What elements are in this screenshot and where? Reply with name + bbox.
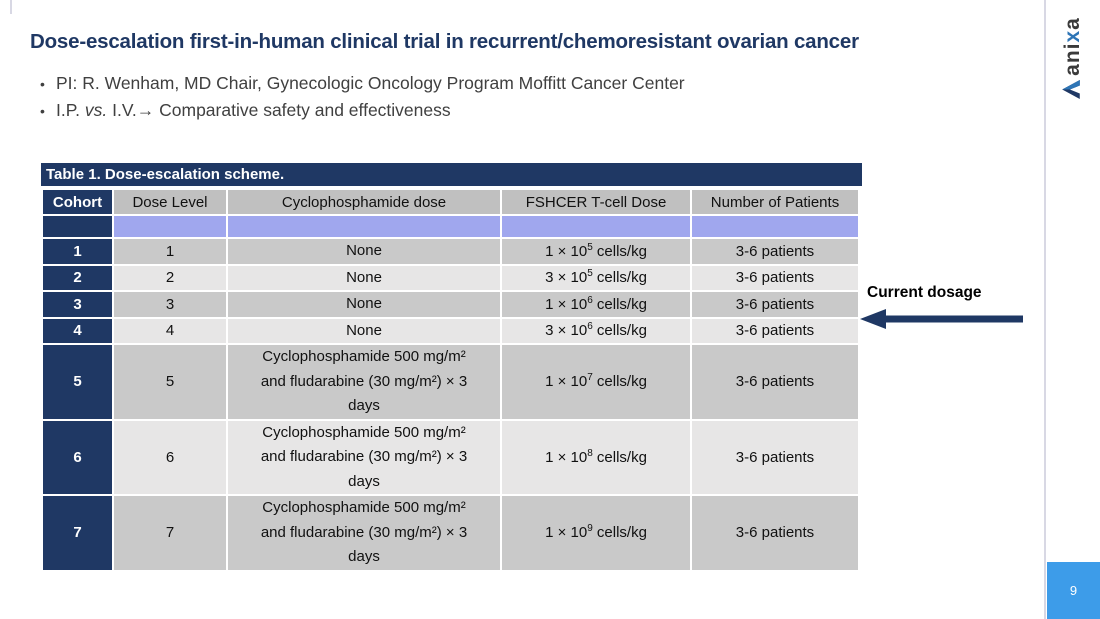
bullet-icon: • <box>40 103 45 119</box>
patients-cell: 3-6 patients <box>690 263 860 292</box>
cohort-cell: 1 <box>41 237 114 266</box>
dose-level-cell: 4 <box>112 316 228 345</box>
col-header-cyclophosphamide: Cyclophosphamide dose <box>226 188 502 216</box>
table-row: 5 5 Cyclophosphamide 500 mg/m² and fludar… <box>41 343 860 421</box>
vs-italic: vs. <box>84 100 108 120</box>
bullet-item-pi: • PI: R. Wenham, MD Chair, Gynecologic O… <box>40 73 940 94</box>
dose-level-cell: 6 <box>112 418 228 496</box>
cohort-cell: 4 <box>41 316 114 345</box>
cohort-cell: 6 <box>41 418 114 496</box>
tcell-dose-cell: 1 × 108 cells/kg <box>500 418 692 496</box>
bullet-icon: • <box>40 76 45 92</box>
bullet-text: PI: R. Wenham, MD Chair, Gynecologic Onc… <box>56 73 685 93</box>
table-row: 2 2 None 3 × 105 cells/kg 3-6 patients <box>41 263 860 292</box>
page-number-badge: 9 <box>1047 562 1100 619</box>
blank-cell <box>500 214 692 239</box>
dose-escalation-table: Table 1. Dose-escalation scheme. Cohort … <box>41 163 862 572</box>
table-row: 1 1 None 1 × 105 cells/kg 3-6 patients <box>41 237 860 266</box>
blank-cell <box>112 214 228 239</box>
tcell-dose-cell: 3 × 106 cells/kg <box>500 316 692 345</box>
bullet-item-ip-iv: • I.P. vs. I.V.→ Comparative safety and … <box>40 100 940 121</box>
dose-level-cell: 5 <box>112 343 228 421</box>
col-header-cohort: Cohort <box>41 188 114 216</box>
anixa-wordmark: anixa <box>1061 17 1084 76</box>
cohort-cell: 2 <box>41 263 114 292</box>
cohort-cell: 3 <box>41 290 114 319</box>
page-title: Dose-escalation first-in-human clinical … <box>30 30 859 53</box>
col-header-dose-level: Dose Level <box>112 188 228 216</box>
cyclophosphamide-cell: Cyclophosphamide 500 mg/m² and fludarabin… <box>226 343 502 421</box>
top-left-rule <box>10 0 12 14</box>
tcell-dose-cell: 1 × 105 cells/kg <box>500 237 692 266</box>
patients-cell: 3-6 patients <box>690 290 860 319</box>
table-caption: Table 1. Dose-escalation scheme. <box>41 163 862 186</box>
tcell-dose-cell: 1 × 109 cells/kg <box>500 494 692 572</box>
blank-cell <box>690 214 860 239</box>
bullet-text: I.P. vs. I.V.→ Comparative safety and ef… <box>56 100 451 120</box>
cyclophosphamide-cell: None <box>226 263 502 292</box>
cyclophosphamide-cell: None <box>226 237 502 266</box>
table-grid: Cohort Dose Level Cyclophosphamide dose … <box>41 188 860 572</box>
patients-cell: 3-6 patients <box>690 494 860 572</box>
right-vertical-rule <box>1044 0 1046 619</box>
cyclophosphamide-cell: Cyclophosphamide 500 mg/m² and fludarabin… <box>226 418 502 496</box>
patients-cell: 3-6 patients <box>690 316 860 345</box>
blank-cell <box>226 214 502 239</box>
anixa-delta-icon <box>1061 79 1085 99</box>
table-header-row: Cohort Dose Level Cyclophosphamide dose … <box>41 188 860 216</box>
blank-cohort-cell <box>41 214 114 239</box>
patients-cell: 3-6 patients <box>690 237 860 266</box>
right-arrow-icon: → <box>136 100 155 120</box>
patients-cell: 3-6 patients <box>690 343 860 421</box>
table-blank-row <box>41 214 860 239</box>
tcell-dose-cell: 3 × 105 cells/kg <box>500 263 692 292</box>
table-row: 3 3 None 1 × 106 cells/kg 3-6 patients <box>41 290 860 319</box>
patients-cell: 3-6 patients <box>690 418 860 496</box>
anixa-logo: anixa <box>1061 17 1085 99</box>
table-row: 4 4 None 3 × 106 cells/kg 3-6 patients <box>41 316 860 345</box>
page-number: 9 <box>1069 583 1078 598</box>
left-arrow-icon <box>860 308 1023 335</box>
cyclophosphamide-cell: Cyclophosphamide 500 mg/m² and fludarabin… <box>226 494 502 572</box>
dose-level-cell: 2 <box>112 263 228 292</box>
col-header-tcell-dose: FSHCER T-cell Dose <box>500 188 692 216</box>
tcell-dose-cell: 1 × 106 cells/kg <box>500 290 692 319</box>
cohort-cell: 5 <box>41 343 114 421</box>
cyclophosphamide-cell: None <box>226 290 502 319</box>
col-header-patients: Number of Patients <box>690 188 860 216</box>
bullet-list: • PI: R. Wenham, MD Chair, Gynecologic O… <box>40 73 940 127</box>
table-row: 7 7 Cyclophosphamide 500 mg/m² and fludar… <box>41 494 860 572</box>
dose-level-cell: 1 <box>112 237 228 266</box>
tcell-dose-cell: 1 × 107 cells/kg <box>500 343 692 421</box>
cohort-cell: 7 <box>41 494 114 572</box>
current-dosage-label: Current dosage <box>867 284 982 301</box>
cyclophosphamide-cell: None <box>226 316 502 345</box>
table-row: 6 6 Cyclophosphamide 500 mg/m² and fludar… <box>41 418 860 496</box>
dose-level-cell: 7 <box>112 494 228 572</box>
dose-level-cell: 3 <box>112 290 228 319</box>
